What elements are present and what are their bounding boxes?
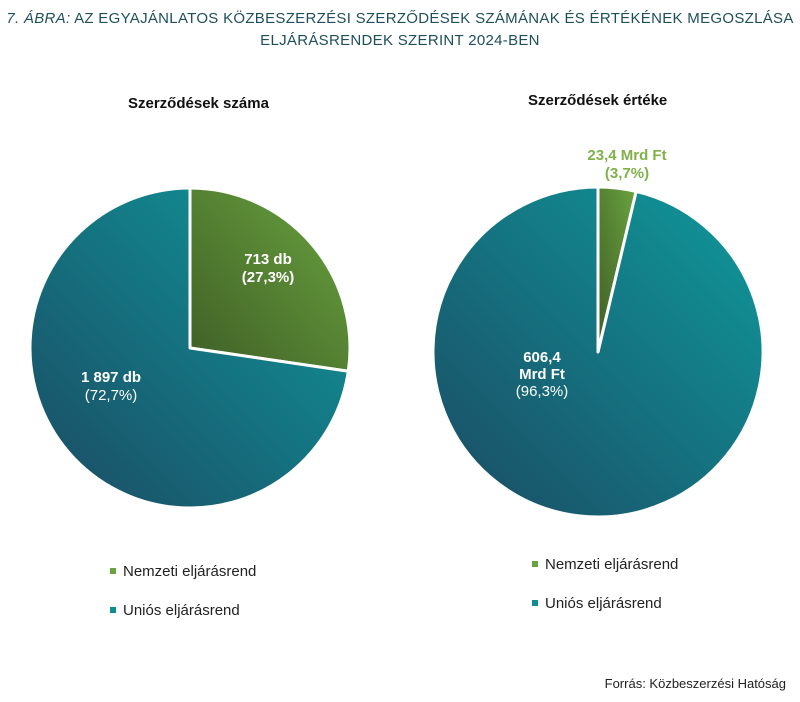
slice-unios [28, 186, 350, 510]
pie-count: 713 db(27,3%) 1 897 db(72,7%) [28, 186, 352, 510]
data-label-nemzeti-percent: (27,3%) [242, 269, 295, 286]
figure-number: 7. ÁBRA: [6, 10, 71, 27]
figure-title-line2: ELJÁRÁSRENDEK SZERINT 2024-BEN [260, 32, 540, 49]
figure-title-line1: AZ EGYAJÁNLATOS KÖZBESZERZÉSI SZERZŐDÉSE… [74, 10, 794, 27]
data-label-unios-percent: (72,7%) [85, 387, 138, 404]
data-label-unios-percent: (96,3%) [516, 383, 569, 400]
legend-label-nemzeti: Nemzeti eljárásrend [545, 555, 679, 573]
chart-title-value: Szerződések értéke [528, 92, 668, 109]
slice-unios [431, 185, 765, 519]
legend-item-nemzeti: Nemzeti eljárásrend [532, 554, 678, 574]
figure-title: 7. ÁBRA: AZ EGYAJÁNLATOS KÖZBESZERZÉSI S… [0, 8, 800, 52]
legend-swatch-nemzeti [110, 568, 116, 574]
legend-item-unios: Uniós eljárásrend [532, 593, 678, 613]
legend-count: Nemzeti eljárásrend Uniós eljárásrend [110, 561, 256, 620]
slice-nemzeti [188, 186, 352, 373]
data-label-nemzeti-value: 23,4 Mrd Ft [587, 147, 666, 164]
legend-swatch-unios [110, 607, 116, 613]
data-label-nemzeti-value: 713 db [244, 251, 292, 268]
legend-item-nemzeti: Nemzeti eljárásrend [110, 561, 256, 581]
legend-label-unios: Uniós eljárásrend [545, 594, 662, 612]
legend-label-nemzeti: Nemzeti eljárásrend [123, 562, 257, 580]
source-note: Forrás: Közbeszerzési Hatóság [604, 676, 786, 691]
legend-value: Nemzeti eljárásrend Uniós eljárásrend [532, 554, 678, 613]
legend-swatch-nemzeti [532, 561, 538, 567]
legend-label-unios: Uniós eljárásrend [123, 601, 240, 619]
data-label-nemzeti-percent: (3,7%) [605, 165, 649, 182]
data-label-unios-value-line1: 606,4 [523, 349, 561, 366]
data-label-unios-value: 1 897 db [81, 369, 141, 386]
chart-title-count: Szerződések száma [128, 95, 269, 112]
data-label-unios-value-line2: Mrd Ft [519, 366, 565, 383]
legend-item-unios: Uniós eljárásrend [110, 600, 256, 620]
legend-swatch-unios [532, 600, 538, 606]
